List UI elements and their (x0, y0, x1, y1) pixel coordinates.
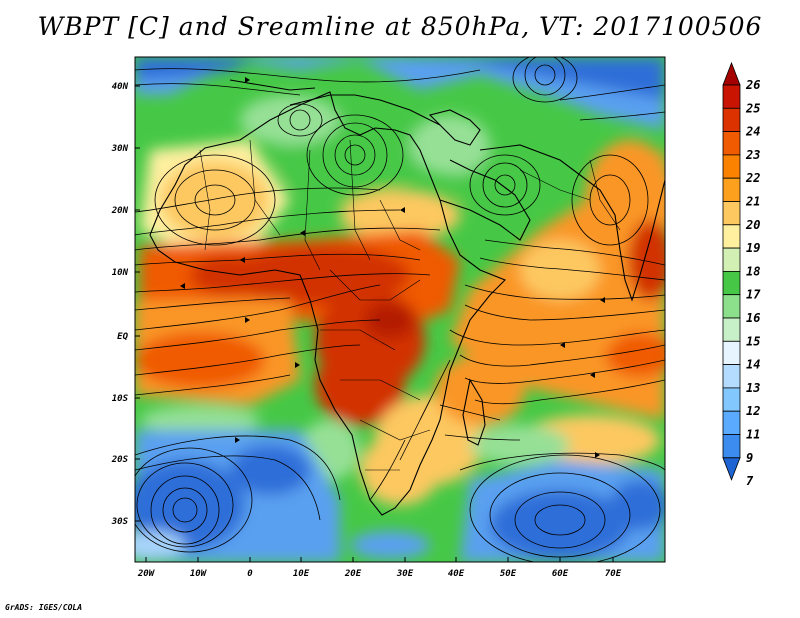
colorbar-swatch (722, 177, 741, 202)
lon-label: 20E (344, 569, 362, 579)
colorbar-label: 25 (745, 101, 760, 115)
colorbar-swatch (722, 340, 741, 365)
colorbar-swatch (722, 410, 741, 435)
colorbar-label: 15 (746, 334, 760, 348)
colorbar-label: 9 (746, 451, 753, 465)
colorbar-label: 20 (745, 218, 760, 232)
colorbar-label: 22 (745, 171, 760, 185)
colorbar-swatch (722, 107, 741, 133)
colorbar-label: 24 (745, 125, 760, 139)
colorbar-label: 26 (745, 78, 760, 92)
streamline-arrows (180, 77, 605, 458)
lon-label: 20W (137, 569, 156, 579)
colorbar-swatch (722, 364, 741, 389)
chart-title: WBPT [C] and Sreamline at 850hPa, VT: 20… (37, 12, 763, 41)
colorbar-swatch (722, 270, 741, 296)
colorbar-swatch (722, 201, 741, 226)
lat-label: 10N (112, 268, 129, 278)
colorbar-label: 12 (746, 404, 760, 418)
lat-label: 40N (112, 82, 129, 92)
colorbar-label: 7 (746, 474, 754, 488)
colorbar-label: 21 (745, 195, 760, 209)
colorbar-label: 19 (746, 241, 760, 255)
lat-label: 20N (111, 206, 129, 216)
lat-label: 20S (111, 455, 129, 465)
colorbar-swatch (722, 434, 741, 459)
wbpt-field (135, 57, 665, 562)
colorbar-swatch (722, 131, 741, 156)
lat-label: 30S (111, 517, 129, 527)
plot-frame (134, 56, 666, 563)
colorbar-swatch (722, 247, 741, 272)
lat-label: 30N (111, 144, 129, 154)
colorbar-swatch (722, 154, 741, 179)
colorbar-cap-bottom (722, 457, 741, 481)
colorbar-label: 14 (746, 358, 760, 372)
colorbar-label: 13 (746, 381, 760, 395)
colorbar-label: 17 (746, 288, 761, 302)
lon-label: 0 (247, 569, 253, 579)
colorbar-label: 11 (746, 428, 760, 442)
lon-label: 60E (552, 569, 569, 579)
colorbar-swatch (722, 224, 741, 249)
colorbar-swatch (722, 387, 741, 412)
lon-label: 30E (396, 569, 414, 579)
lat-label: 10S (112, 394, 129, 404)
colorbar-cap-top (722, 61, 741, 86)
streamlines (135, 57, 665, 562)
lon-label: 70E (605, 569, 622, 579)
colorbar: 26 25 24 23 22 21 20 19 18 17 16 15 14 13 12 11 9 7 (722, 61, 761, 488)
grads-credit: GrADS: IGES/COLA (5, 603, 83, 612)
colorbar-swatch (722, 317, 741, 342)
lon-label: 10E (293, 569, 310, 579)
lat-axis: 40N 30N 20N 10N EQ 10S 20S 30S (111, 82, 140, 527)
lon-label: 40E (448, 569, 465, 579)
lat-label: EQ (117, 332, 128, 342)
colorbar-label: 23 (745, 148, 760, 162)
colorbar-swatch (722, 294, 741, 319)
colorbar-label: 16 (746, 311, 760, 325)
lon-label: 50E (500, 569, 517, 579)
lon-axis: 20W 10W 0 10E 20E 30E 40E 50E 60E 70E (137, 557, 622, 579)
colorbar-swatch (722, 84, 741, 109)
lon-label: 10W (190, 569, 208, 579)
colorbar-label: 18 (746, 264, 760, 278)
